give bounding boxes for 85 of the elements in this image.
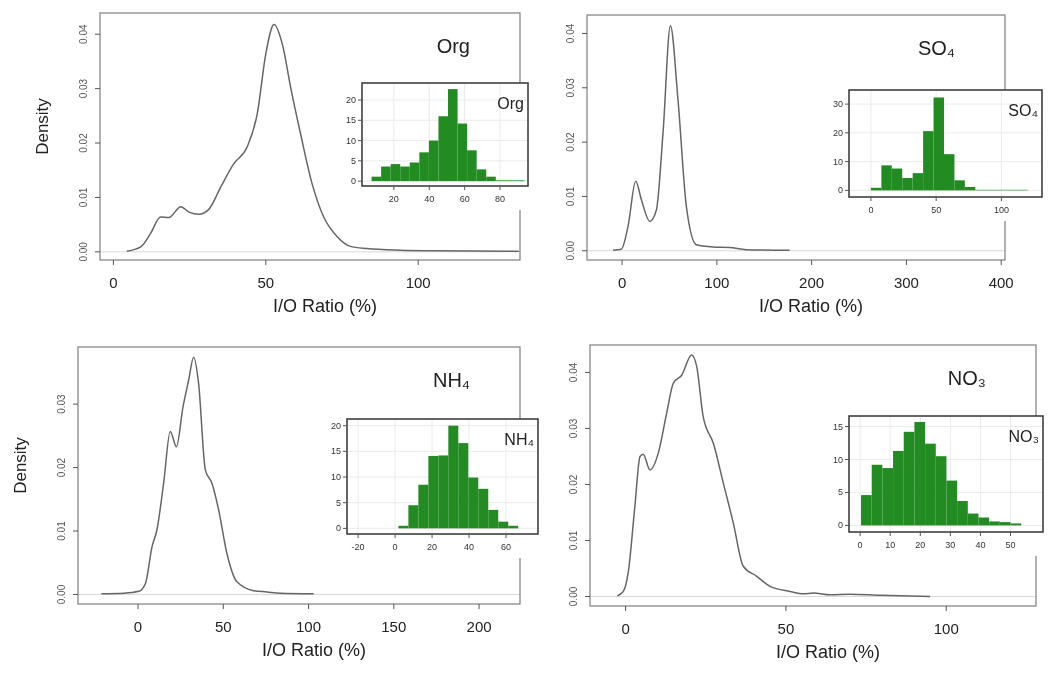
x-tick-label: 80: [495, 194, 506, 204]
y-tick-label: 0.03: [78, 78, 89, 99]
y-tick-label: 0.02: [56, 457, 67, 478]
annotation: SO₄: [917, 37, 955, 59]
annotation: NO₃: [947, 367, 986, 389]
y-tick-label: 0.00: [568, 586, 579, 607]
y-axis-title: Density: [33, 97, 52, 155]
x-tick-label: 100: [405, 274, 431, 291]
y-tick-label: 20: [345, 95, 356, 106]
x-tick-label: 0: [617, 274, 627, 291]
annotation: Org: [497, 95, 524, 112]
x-tick-label: -20: [351, 542, 365, 552]
annotation: NH₄: [432, 369, 470, 391]
y-tick-label: 0.03: [565, 77, 576, 98]
y-tick-label: 0.01: [78, 187, 89, 208]
y-tick-label: 5: [350, 155, 356, 166]
y-tick-label: 0.00: [565, 240, 576, 261]
x-tick-label: 150: [381, 618, 407, 635]
y-tick-label: 0.00: [78, 241, 89, 262]
y-tick-label: 15: [330, 446, 341, 457]
x-tick-label: 50: [777, 620, 795, 637]
y-tick-label: 20: [330, 420, 341, 431]
x-tick-label: 100: [296, 618, 322, 635]
x-tick-label: 30: [945, 540, 956, 550]
y-tick-label: 15: [345, 115, 356, 126]
x-axis-title: I/O Ratio (%): [272, 296, 378, 316]
x-tick-label: 0: [621, 620, 630, 637]
x-tick-label: 300: [893, 274, 919, 291]
x-tick-label: 100: [704, 274, 730, 291]
x-tick-label: 20: [915, 540, 926, 550]
annotation: SO₄: [1008, 102, 1038, 119]
y-tick-label: 0.01: [565, 186, 576, 207]
x-axis-title: I/O Ratio (%): [758, 296, 864, 316]
x-tick-label: 60: [501, 542, 512, 552]
y-tick-label: 5: [837, 487, 843, 498]
y-tick-label: 0.04: [565, 23, 576, 44]
y-tick-label: 0.02: [78, 132, 89, 153]
x-tick-label: 50: [214, 618, 232, 635]
y-tick-label: 10: [330, 472, 341, 483]
x-tick-label: 100: [993, 205, 1009, 215]
x-tick-label: 20: [388, 194, 399, 204]
y-tick-label: 0.02: [568, 474, 579, 495]
x-tick-label: 60: [459, 194, 470, 204]
y-tick-label: 15: [832, 421, 843, 432]
x-tick-label: 50: [1005, 540, 1016, 550]
y-tick-label: 20: [832, 127, 843, 138]
x-tick-label: 200: [799, 274, 825, 291]
y-tick-label: 0.04: [568, 362, 579, 383]
y-tick-label: 0: [335, 523, 341, 534]
y-tick-label: 10: [832, 454, 843, 465]
x-tick-label: 50: [257, 274, 275, 291]
x-tick-label: 50: [931, 205, 942, 215]
x-tick-label: 0: [109, 274, 118, 291]
annotation: NH₄: [504, 431, 534, 448]
y-tick-label: 0: [350, 176, 356, 187]
x-tick-label: 0: [392, 542, 398, 552]
x-axis-title: I/O Ratio (%): [775, 642, 881, 662]
y-tick-label: 0.04: [78, 24, 89, 44]
y-tick-label: 10: [832, 156, 843, 167]
x-tick-label: 40: [424, 194, 435, 204]
x-tick-label: 0: [868, 205, 874, 215]
y-tick-label: 0: [837, 520, 843, 531]
y-tick-label: 5: [335, 497, 341, 508]
x-tick-label: 40: [975, 540, 986, 550]
annotation: Org: [436, 35, 470, 57]
x-tick-label: 20: [427, 542, 438, 552]
x-tick-label: 100: [933, 620, 959, 637]
y-tick-label: 0: [837, 185, 843, 196]
y-tick-label: 0.03: [56, 393, 67, 414]
x-axis-title: I/O Ratio (%): [261, 640, 367, 660]
y-tick-label: 0.00: [56, 584, 67, 605]
x-tick-label: 0: [133, 618, 143, 635]
y-tick-label: 0.03: [568, 418, 579, 439]
y-tick-label: 10: [345, 135, 356, 146]
x-tick-label: 40: [464, 542, 475, 552]
x-tick-label: 400: [988, 274, 1014, 291]
y-tick-label: 0.02: [565, 131, 576, 152]
y-tick-label: 0.01: [568, 530, 579, 551]
x-tick-label: 10: [885, 540, 896, 550]
y-tick-label: 0.01: [56, 520, 67, 541]
annotation: NO₃: [1008, 428, 1039, 445]
x-tick-label: 200: [466, 618, 492, 635]
y-tick-label: 30: [832, 99, 843, 110]
x-tick-label: 0: [857, 540, 863, 550]
y-axis-title: Density: [11, 436, 30, 494]
